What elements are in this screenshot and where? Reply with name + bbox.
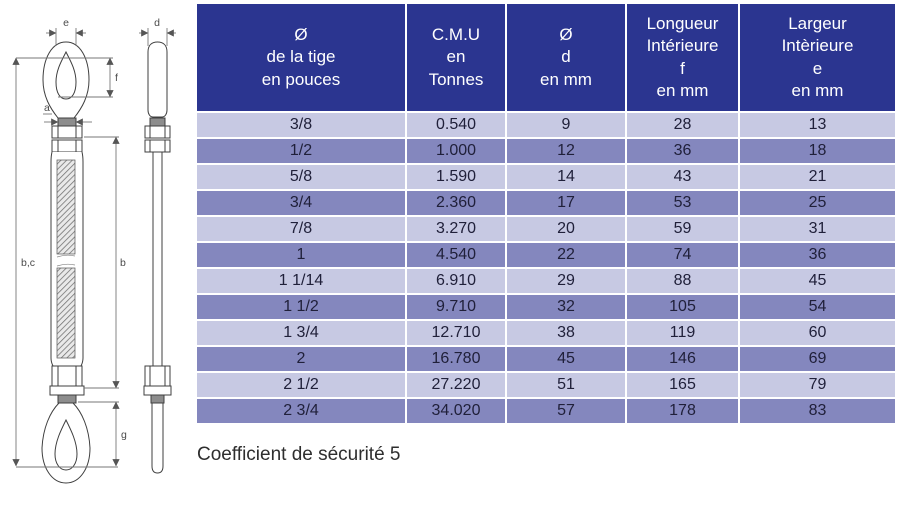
table-row: 5/8 1.590 14 43 21	[195, 163, 897, 191]
table-row: 7/8 3.270 20 59 31	[195, 215, 897, 243]
table-cell: 45	[738, 267, 897, 295]
table-row: 1 3/4 12.710 38 119 60	[195, 319, 897, 347]
table-cell: 1 3/4	[195, 319, 407, 347]
dim-label-bc: b,c	[21, 257, 35, 269]
table-cell: 13	[738, 111, 897, 139]
table-row: 2 3/4 34.020 57 178 83	[195, 397, 897, 425]
table-cell: 28	[625, 111, 740, 139]
table-row: 1/2 1.000 12 36 18	[195, 137, 897, 165]
table-cell: 14	[505, 163, 627, 191]
table-cell: 34.020	[405, 397, 507, 425]
table-cell: 1/2	[195, 137, 407, 165]
table-cell: 43	[625, 163, 740, 191]
table-cell: 18	[738, 137, 897, 165]
table-cell: 57	[505, 397, 627, 425]
table-row: 3/8 0.540 9 28 13	[195, 111, 897, 139]
table-cell: 29	[505, 267, 627, 295]
table-row: 3/4 2.360 17 53 25	[195, 189, 897, 217]
spec-table: Ø de la tige en pouces C.M.U en Tonnes Ø d…	[195, 2, 897, 425]
table-cell: 0.540	[405, 111, 507, 139]
dim-label-e: e	[63, 17, 69, 29]
dim-label-f: f	[115, 72, 118, 84]
table-cell: 146	[625, 345, 740, 373]
table-cell: 36	[738, 241, 897, 269]
table-cell: 3/8	[195, 111, 407, 139]
table-cell: 59	[625, 215, 740, 243]
table-cell: 69	[738, 345, 897, 373]
table-cell: 12	[505, 137, 627, 165]
table-cell: 20	[505, 215, 627, 243]
table-cell: 79	[738, 371, 897, 399]
table-cell: 105	[625, 293, 740, 321]
table-cell: 7/8	[195, 215, 407, 243]
table-cell: 178	[625, 397, 740, 425]
table-cell: 36	[625, 137, 740, 165]
table-cell: 4.540	[405, 241, 507, 269]
table-cell: 9	[505, 111, 627, 139]
table-cell: 21	[738, 163, 897, 191]
table-cell: 31	[738, 215, 897, 243]
column-header: Largeur Intèrieure e en mm	[738, 2, 897, 113]
table-cell: 2 3/4	[195, 397, 407, 425]
column-header: Ø d en mm	[505, 2, 627, 113]
table-cell: 1.000	[405, 137, 507, 165]
side-view	[143, 41, 172, 474]
table-cell: 12.710	[405, 319, 507, 347]
table-cell: 32	[505, 293, 627, 321]
table-cell: 2 1/2	[195, 371, 407, 399]
table-cell: 3.270	[405, 215, 507, 243]
table-cell: 9.710	[405, 293, 507, 321]
table-row: 1 1/14 6.910 29 88 45	[195, 267, 897, 295]
table-cell: 16.780	[405, 345, 507, 373]
table-row: 1 1/2 9.710 32 105 54	[195, 293, 897, 321]
table-row: 1 4.540 22 74 36	[195, 241, 897, 269]
table-cell: 6.910	[405, 267, 507, 295]
table-cell: 1 1/14	[195, 267, 407, 295]
column-header: C.M.U en Tonnes	[405, 2, 507, 113]
table-cell: 27.220	[405, 371, 507, 399]
column-header: Longueur Intérieure f en mm	[625, 2, 740, 113]
dim-label-d: d	[154, 17, 160, 29]
table-cell: 38	[505, 319, 627, 347]
turnbuckle-diagram: e d f a b,c b g	[12, 17, 176, 484]
table-cell: 74	[625, 241, 740, 269]
table-cell: 51	[505, 371, 627, 399]
table-cell: 1	[195, 241, 407, 269]
table-cell: 2.360	[405, 189, 507, 217]
table-cell: 165	[625, 371, 740, 399]
table-cell: 83	[738, 397, 897, 425]
table-cell: 1 1/2	[195, 293, 407, 321]
safety-note: Coefficient de sécurité 5	[197, 444, 401, 465]
table-cell: 88	[625, 267, 740, 295]
content-panel: Ø de la tige en pouces C.M.U en Tonnes Ø d…	[195, 0, 897, 519]
table-cell: 119	[625, 319, 740, 347]
table-cell: 54	[738, 293, 897, 321]
table-body: 3/8 0.540 9 28 13 1/2 1.000 12 36 18 5/8 1.590 14 43 2…	[195, 111, 897, 425]
dim-label-g: g	[121, 429, 127, 441]
table-row: 2 16.780 45 146 69	[195, 345, 897, 373]
table-cell: 1.590	[405, 163, 507, 191]
table-cell: 25	[738, 189, 897, 217]
table-cell: 5/8	[195, 163, 407, 191]
diagram-panel: e d f a b,c b g	[0, 0, 195, 519]
table-cell: 2	[195, 345, 407, 373]
table-cell: 53	[625, 189, 740, 217]
dim-label-b: b	[120, 257, 126, 269]
table-cell: 22	[505, 241, 627, 269]
table-cell: 3/4	[195, 189, 407, 217]
column-header: Ø de la tige en pouces	[195, 2, 407, 113]
table-cell: 60	[738, 319, 897, 347]
table-row: 2 1/2 27.220 51 165 79	[195, 371, 897, 399]
table-cell: 45	[505, 345, 627, 373]
dimension-lines	[12, 28, 176, 468]
front-view	[41, 41, 91, 484]
dim-label-a: a	[44, 102, 50, 114]
header-row: Ø de la tige en pouces C.M.U en Tonnes Ø d…	[195, 2, 897, 113]
table-cell: 17	[505, 189, 627, 217]
